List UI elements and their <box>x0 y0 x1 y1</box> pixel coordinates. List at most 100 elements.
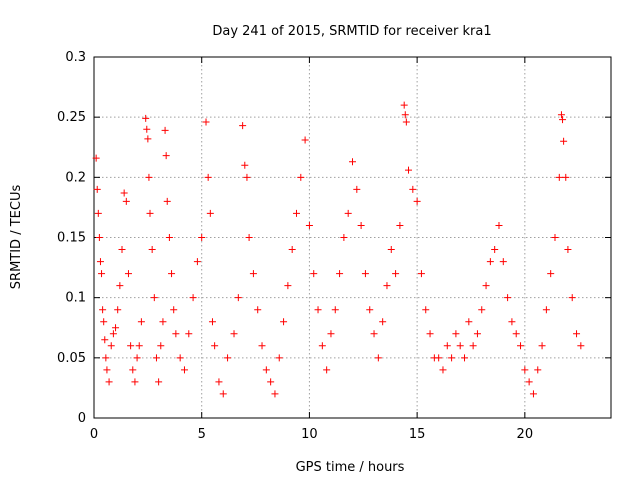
y-tick-label: 0.2 <box>65 170 86 185</box>
data-point <box>517 342 525 350</box>
data-point <box>145 173 153 181</box>
data-point <box>370 330 378 338</box>
data-point <box>245 234 253 241</box>
data-point <box>165 234 173 241</box>
data-point <box>243 173 251 181</box>
data-point <box>112 324 120 332</box>
data-point <box>499 258 507 266</box>
data-point <box>439 366 447 374</box>
data-point <box>396 221 404 229</box>
data-point <box>202 118 210 126</box>
data-point <box>525 378 533 386</box>
data-point <box>387 246 395 254</box>
data-point <box>142 114 150 122</box>
data-point <box>288 246 296 254</box>
data-point <box>127 342 135 350</box>
data-point <box>148 246 156 254</box>
y-tick-label: 0.05 <box>57 351 86 366</box>
data-point <box>234 294 242 302</box>
plot-frame <box>93 56 612 419</box>
data-point <box>573 330 581 338</box>
data-point <box>557 111 565 119</box>
data-point <box>131 378 139 386</box>
data-point <box>124 270 132 278</box>
data-point <box>101 336 109 344</box>
data-point <box>185 330 193 338</box>
data-point <box>491 246 499 254</box>
data-point <box>99 306 107 314</box>
data-point <box>448 354 456 362</box>
data-point <box>564 246 572 254</box>
data-point <box>208 318 216 326</box>
data-point <box>331 306 339 314</box>
data-point <box>161 126 169 134</box>
data-point <box>486 258 494 266</box>
data-point <box>400 101 408 109</box>
data-point <box>547 270 555 278</box>
data-point <box>435 354 443 362</box>
y-axis-label: SRMTID / TECUs <box>9 185 24 290</box>
data-point <box>204 173 212 181</box>
data-point <box>344 209 352 217</box>
data-point <box>198 234 206 241</box>
x-tick-label: 5 <box>198 427 206 442</box>
data-point <box>129 366 137 374</box>
data-point <box>461 354 469 362</box>
data-point <box>310 270 318 278</box>
data-point <box>159 318 167 326</box>
data-point <box>143 125 151 133</box>
data-point <box>135 342 143 350</box>
data-point <box>146 209 154 217</box>
data-point <box>280 318 288 326</box>
data-point <box>568 294 576 302</box>
data-point <box>157 342 165 350</box>
data-point <box>392 270 400 278</box>
data-point <box>211 342 219 350</box>
data-point <box>116 282 124 290</box>
data-point <box>95 234 103 241</box>
data-point <box>314 306 322 314</box>
data-point <box>137 318 145 326</box>
data-point <box>144 135 152 143</box>
data-point <box>512 330 520 338</box>
data-point <box>443 342 451 350</box>
data-point <box>241 161 249 169</box>
data-point <box>292 209 300 217</box>
data-point <box>465 318 473 326</box>
data-point <box>559 116 567 124</box>
data-point <box>100 318 108 326</box>
data-point <box>103 366 111 374</box>
data-point <box>193 258 201 266</box>
data-point <box>538 342 546 350</box>
data-point <box>258 342 266 350</box>
data-point <box>224 354 232 362</box>
x-tick-label: 10 <box>301 427 318 442</box>
data-point <box>152 354 160 362</box>
x-tick-label: 0 <box>90 427 98 442</box>
data-point <box>562 173 570 181</box>
data-point <box>239 122 247 130</box>
data-point <box>452 330 460 338</box>
data-point <box>114 306 122 314</box>
data-point <box>417 270 425 278</box>
data-point <box>98 270 106 278</box>
points-layer <box>92 101 585 398</box>
data-point <box>168 270 176 278</box>
data-point <box>122 197 130 205</box>
data-point <box>162 152 170 160</box>
data-point <box>336 270 344 278</box>
data-point <box>422 306 430 314</box>
data-point <box>401 111 409 119</box>
data-point <box>271 390 279 398</box>
data-point <box>327 330 335 338</box>
data-point <box>215 378 223 386</box>
data-point <box>349 158 356 166</box>
data-point <box>254 306 262 314</box>
data-point <box>118 246 126 254</box>
data-point <box>275 354 283 362</box>
data-point <box>534 366 542 374</box>
data-point <box>456 342 464 350</box>
data-point <box>163 197 171 205</box>
x-axis-label: GPS time / hours <box>296 460 405 475</box>
data-point <box>366 306 374 314</box>
